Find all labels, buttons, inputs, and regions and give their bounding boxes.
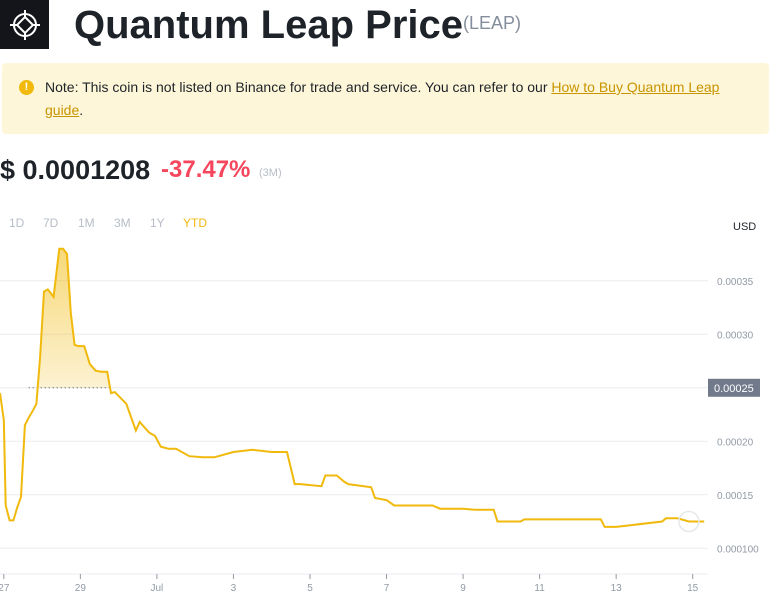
- y-tick-label: 0.00030: [717, 330, 754, 341]
- note-message: Note: This coin is not listed on Binance…: [45, 79, 552, 95]
- y-tick-label: 0.00015: [717, 491, 754, 502]
- x-tick-label: Jul: [151, 583, 164, 594]
- price-area: [37, 248, 111, 388]
- y-axis-ticks: 0.00035 0.00030 0.00020 0.00015 0.000100: [717, 277, 759, 555]
- current-price-marker: [708, 378, 760, 397]
- range-1d-button[interactable]: 1D: [9, 216, 25, 230]
- quantum-leap-logo: [0, 0, 49, 49]
- change-period: (3M): [259, 167, 282, 179]
- currency-label: USD: [733, 221, 757, 233]
- last-price-point: [678, 510, 700, 533]
- y-tick-label: 0.000100: [717, 544, 759, 555]
- current-price-axis-label: 0.00025: [714, 383, 754, 395]
- exclamation-icon: !: [19, 80, 34, 95]
- y-tick-label: 0.00035: [717, 277, 754, 288]
- range-ytd-button[interactable]: YTD: [183, 216, 207, 230]
- coin-ticker: (LEAP): [463, 13, 522, 33]
- grid-lines: [0, 280, 708, 575]
- price-line: [0, 247, 705, 528]
- how-to-buy-link[interactable]: How to Buy Quantum Leap guide: [45, 79, 720, 118]
- x-tick-label: 7: [384, 583, 390, 594]
- range-1y-button[interactable]: 1Y: [150, 216, 165, 230]
- page-title: Quantum Leap Price: [74, 3, 463, 47]
- x-tick-label: 29: [75, 583, 87, 594]
- current-price: $ 0.0001208: [0, 155, 151, 185]
- quantum-leap-logo-icon: [9, 9, 40, 40]
- x-tick-label: 11: [534, 583, 545, 594]
- x-tick-label: 15: [687, 583, 699, 594]
- listing-note: ! Note: This coin is not listed on Binan…: [2, 63, 769, 134]
- x-tick-label: 27: [0, 583, 10, 594]
- note-text: Note: This coin is not listed on Binance…: [45, 76, 745, 122]
- x-tick-label: 9: [460, 583, 466, 594]
- x-tick-label: 5: [307, 583, 313, 594]
- note-end: .: [79, 102, 84, 118]
- range-7d-button[interactable]: 7D: [43, 216, 59, 230]
- price-change: -37.47%: [161, 156, 251, 183]
- y-tick-label: 0.00020: [717, 437, 754, 448]
- x-tick-label: 13: [611, 583, 623, 594]
- x-axis-ticks: 27 29 Jul 3 5 7 9 11 13 15: [0, 574, 699, 594]
- range-3m-button[interactable]: 3M: [114, 216, 131, 230]
- range-1m-button[interactable]: 1M: [78, 216, 95, 230]
- x-tick-label: 3: [231, 583, 237, 594]
